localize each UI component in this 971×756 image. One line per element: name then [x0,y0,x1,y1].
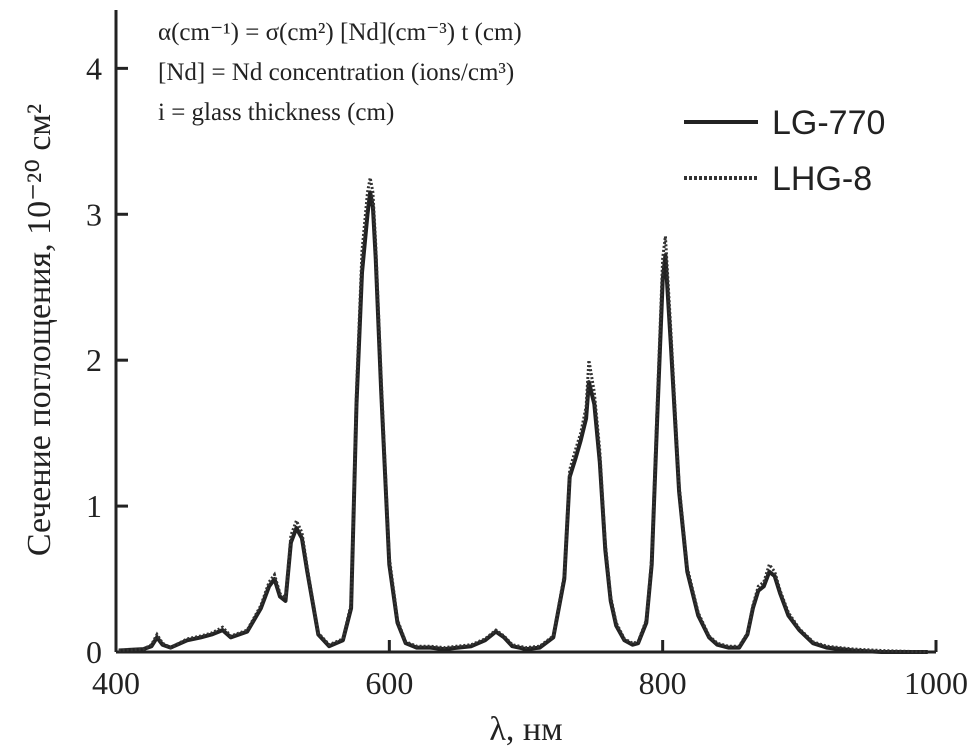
legend: LG-770 LHG-8 [684,104,885,198]
annotation-block: α(cm⁻¹) = σ(cm²) [Nd](cm⁻³) t (cm) [Nd] … [158,19,522,126]
x-axis-label: λ, нм [489,711,562,748]
y-tick-label: 0 [86,634,102,670]
series-line-lg-770 [118,190,928,654]
x-tick-label: 800 [639,665,687,701]
legend-label-lhg-8: LHG-8 [772,160,872,198]
annotation-thickness: i = glass thickness (cm) [158,99,394,126]
y-tick-label: 2 [86,342,102,378]
ticks [114,66,938,654]
series-line-lhg-8 [118,177,928,654]
y-tick-label: 1 [86,488,102,524]
y-tick-label: 3 [86,196,102,232]
y-tick-label: 4 [86,50,102,86]
x-tick-label: 1000 [904,665,968,701]
legend-label-lg-770: LG-770 [772,104,885,142]
x-tick-label: 400 [92,665,140,701]
series-group [118,177,928,654]
annotation-nd: [Nd] = Nd concentration (ions/cm³) [158,59,514,86]
y-axis-label: Сечение поглощения, 10⁻²⁰ см² [21,104,58,556]
axes [114,10,936,654]
x-tick-label: 600 [365,665,413,701]
annotation-formula: α(cm⁻¹) = σ(cm²) [Nd](cm⁻³) t (cm) [158,19,522,46]
tick-labels: 400 600 800 1000 0 1 2 3 4 [86,50,968,701]
